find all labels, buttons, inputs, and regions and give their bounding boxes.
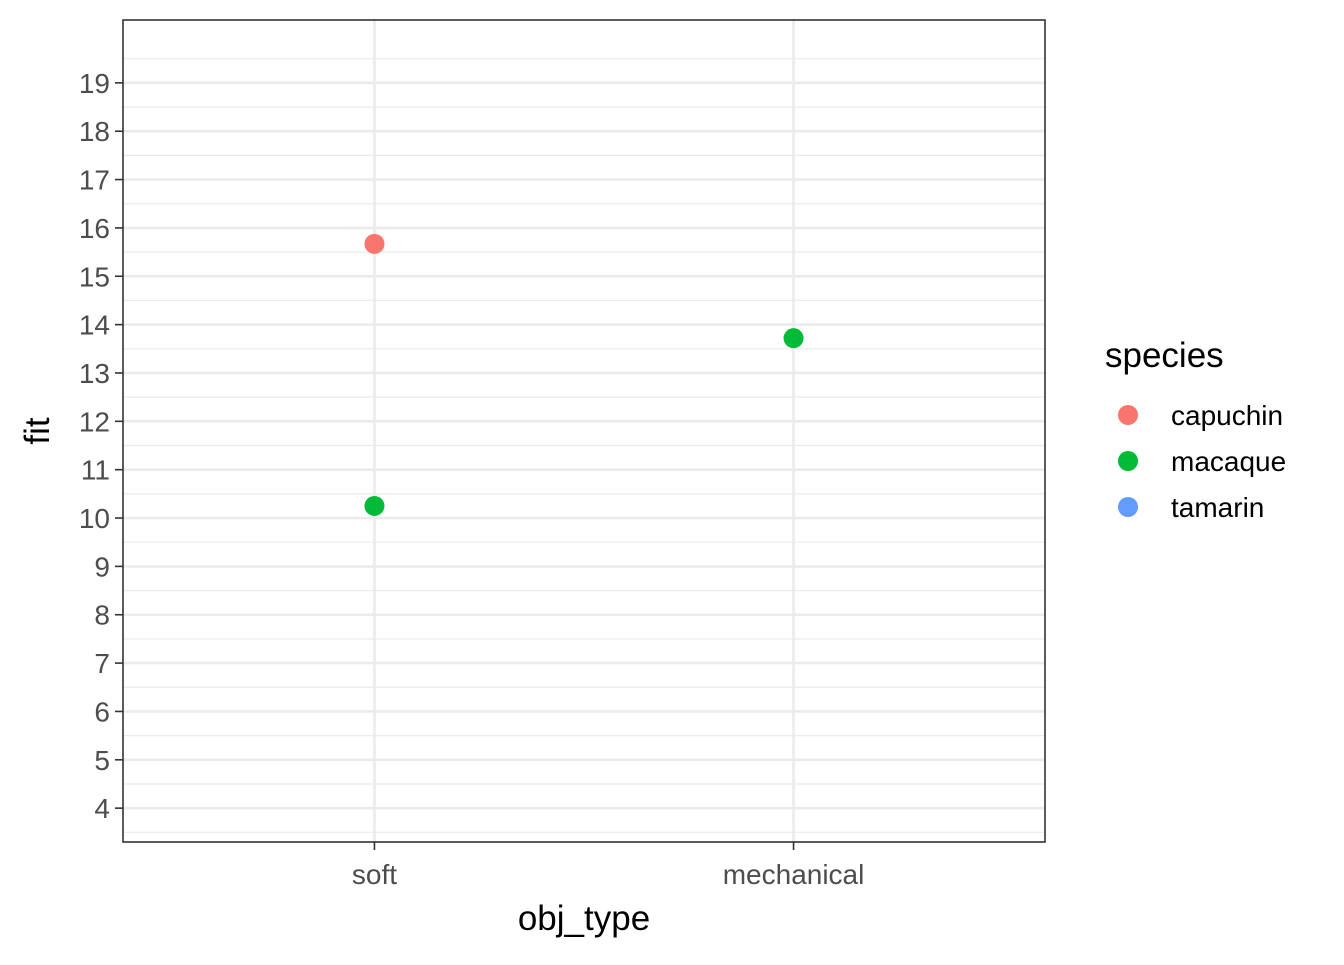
legend-label-capuchin: capuchin <box>1171 400 1283 431</box>
y-tick-label: 19 <box>79 68 110 99</box>
point-macaque <box>364 495 385 516</box>
y-axis-title: fit <box>18 417 57 445</box>
point-macaque <box>783 328 804 349</box>
data-points <box>364 233 804 516</box>
legend-title: species <box>1105 336 1224 375</box>
y-tick-label: 11 <box>81 455 110 486</box>
x-tick-label: soft <box>352 859 397 890</box>
plot-background <box>123 20 1045 842</box>
y-tick-label: 8 <box>94 600 110 631</box>
y-tick-label: 10 <box>79 503 110 534</box>
y-tick-label: 12 <box>79 406 110 437</box>
x-axis: soft mechanical <box>352 842 864 890</box>
legend-key-macaque <box>1118 451 1138 471</box>
legend-key-tamarin <box>1118 497 1138 517</box>
legend: species capuchin macaque tamarin <box>1105 336 1286 523</box>
y-tick-label: 5 <box>94 745 110 776</box>
y-tick-label: 4 <box>94 793 110 824</box>
major-gridlines <box>123 20 1045 842</box>
y-tick-label: 7 <box>94 648 110 679</box>
legend-label-macaque: macaque <box>1171 446 1286 477</box>
y-tick-label: 18 <box>79 116 110 147</box>
y-tick-label: 15 <box>79 261 110 292</box>
y-axis: 4 5 6 7 8 9 10 11 12 13 14 15 16 17 18 19 <box>79 68 123 824</box>
point-capuchin <box>364 233 385 254</box>
y-tick-label: 17 <box>79 165 110 196</box>
y-tick-label: 9 <box>94 551 110 582</box>
x-axis-title: obj_type <box>518 899 650 938</box>
y-tick-label: 14 <box>79 310 110 341</box>
y-tick-label: 16 <box>79 213 110 244</box>
minor-gridlines <box>123 58 1045 833</box>
plot-border <box>122 19 1046 843</box>
y-tick-label: 13 <box>79 358 110 389</box>
legend-key-capuchin <box>1118 405 1138 425</box>
y-tick-label: 6 <box>94 696 110 727</box>
legend-label-tamarin: tamarin <box>1171 492 1264 523</box>
x-tick-label: mechanical <box>723 859 865 890</box>
